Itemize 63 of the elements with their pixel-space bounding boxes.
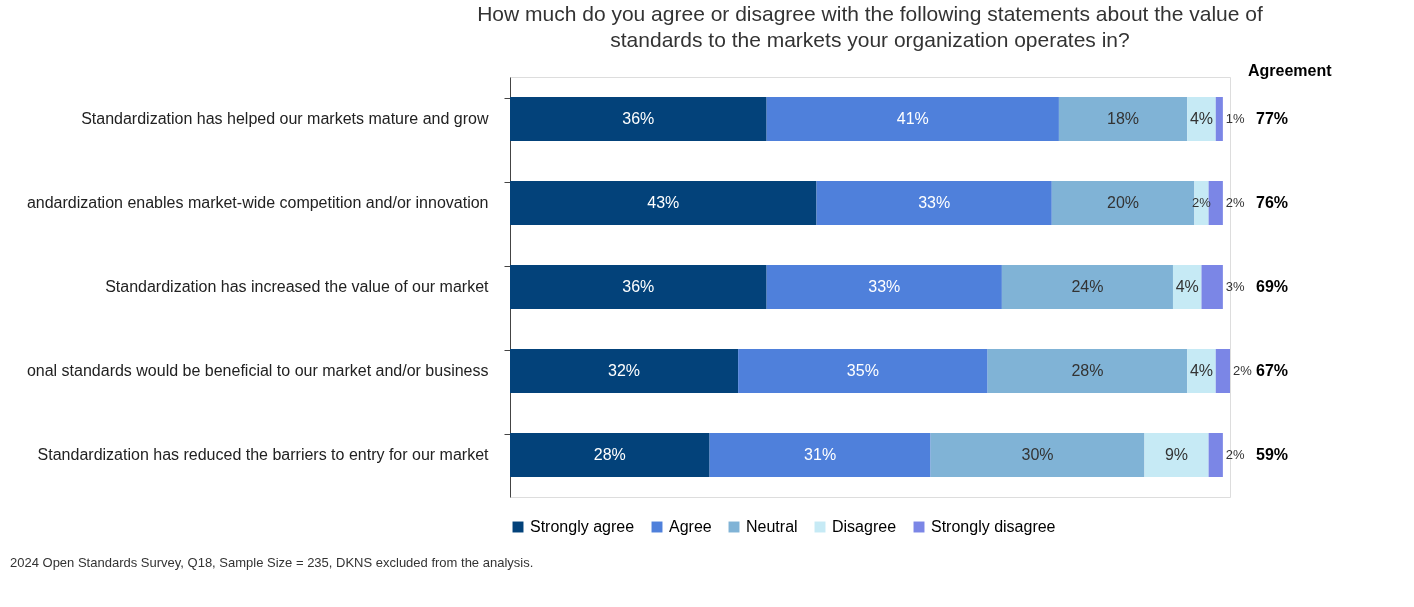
legend-label: Disagree (832, 518, 897, 535)
data-label: 4% (1189, 362, 1214, 379)
y-tick-label: onal standards would be beneficial to our market and/or business (26, 362, 489, 379)
text: 67% (1256, 362, 1289, 379)
bar (1201, 265, 1223, 309)
bar (766, 265, 1002, 309)
data-label: 4% (1175, 278, 1199, 295)
data-label: 2% (1225, 195, 1246, 210)
legend-label: Neutral (746, 518, 798, 535)
bar (816, 181, 1052, 225)
bar (510, 265, 767, 309)
data-label: 1% (1225, 111, 1246, 126)
data-label: 28% (593, 446, 626, 463)
bar (709, 433, 931, 477)
bar (766, 97, 1059, 141)
data-label: 28% (1071, 362, 1104, 379)
bar (930, 433, 1145, 477)
data-label: 33% (918, 194, 951, 211)
y-tick-label: Standardization has helped our markets mature and grow (81, 110, 489, 127)
bar (510, 97, 767, 141)
text: 69% (1256, 278, 1289, 295)
data-label: 31% (804, 446, 837, 463)
data-label: 2% (1192, 195, 1212, 210)
data-label: 18% (1107, 110, 1140, 127)
text: 59% (1256, 446, 1289, 463)
bar (1058, 97, 1188, 141)
legend-label: Strongly disagree (931, 518, 1056, 535)
chart-title: How much do you agree or disagree with the following statements about the value of standards to the markets your organization operates in? (477, 2, 1263, 51)
data-label: 35% (846, 362, 879, 379)
bar (738, 349, 988, 393)
text: 76% (1256, 194, 1289, 211)
legend-label: Agree (669, 518, 712, 535)
bar (510, 433, 710, 477)
bar (1208, 433, 1223, 477)
data-label: 20% (1107, 194, 1140, 211)
data-label: 36% (622, 278, 655, 295)
bar (510, 349, 739, 393)
y-tick-label: Standardization has increased the value of our market (105, 278, 490, 295)
bar (510, 181, 817, 225)
data-label: 4% (1189, 110, 1214, 127)
bar (1194, 181, 1209, 225)
data-label: 3% (1225, 279, 1246, 294)
data-label: 32% (608, 362, 641, 379)
data-label: 30% (1021, 446, 1054, 463)
data-label: 33% (868, 278, 901, 295)
data-label: 2% (1225, 447, 1246, 462)
data-label: 2% (1233, 363, 1253, 378)
bar (987, 349, 1188, 393)
data-label: 41% (896, 110, 929, 127)
data-label: 43% (647, 194, 680, 211)
bar (1215, 349, 1230, 393)
y-tick-label: andardization enables market-wide competition and/or innovation (26, 194, 489, 211)
data-label: 36% (622, 110, 655, 127)
text: Agreement (1248, 62, 1333, 79)
bar (1144, 433, 1209, 477)
data-label: 9% (1164, 446, 1189, 463)
text: 2024 Open Standards Survey, Q18, Sample Size = 235, DKNS excluded from the analysis. (10, 555, 534, 570)
data-label: 24% (1071, 278, 1104, 295)
y-tick-label: Standardization has reduced the barriers to entry for our market (37, 446, 490, 463)
legend-label: Strongly agree (530, 518, 635, 535)
text: 77% (1256, 110, 1289, 127)
bar (1215, 97, 1223, 141)
bar (1001, 265, 1173, 309)
